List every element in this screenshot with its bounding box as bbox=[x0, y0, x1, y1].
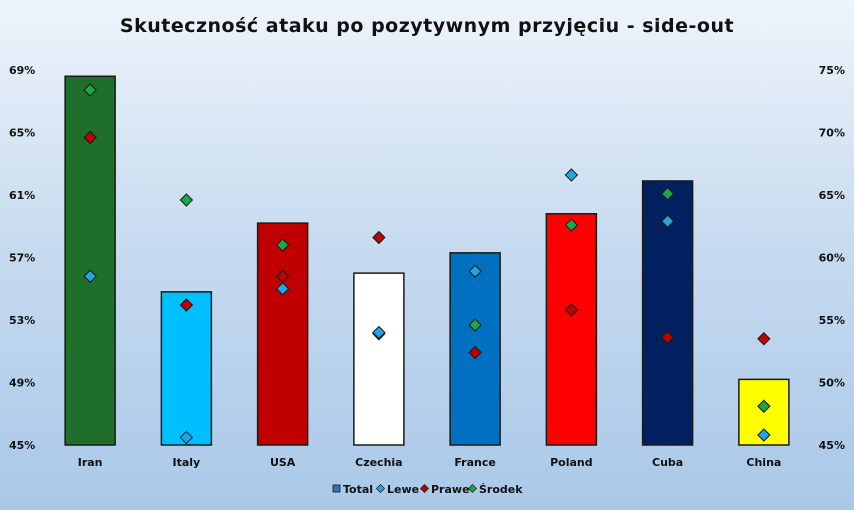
category-label: Iran bbox=[78, 456, 103, 469]
marker-lewe-italy bbox=[179, 430, 194, 445]
marker-prawe-czechia bbox=[372, 230, 386, 245]
marker-prawe-france bbox=[468, 345, 482, 360]
marker-prawe-iran bbox=[83, 130, 97, 145]
legend: Total Lewe Prawe Środek bbox=[332, 483, 523, 496]
marker-lewe-poland bbox=[564, 168, 579, 182]
category-label: Italy bbox=[173, 456, 201, 469]
legend-swatch-środek bbox=[468, 484, 477, 493]
marker-srodek-italy bbox=[179, 193, 194, 207]
marker-lewe-iran bbox=[83, 269, 97, 283]
x-axis: Iran Italy USA Czechia France Poland Cuba China bbox=[78, 456, 782, 469]
left-tick-label: 49% bbox=[9, 377, 35, 390]
left-tick-label: 69% bbox=[9, 64, 35, 77]
marker-lewe-cuba bbox=[660, 214, 675, 228]
marker-srodek-france bbox=[468, 318, 482, 332]
bar-czechia bbox=[353, 272, 405, 446]
chart-title: Skuteczność ataku po pozytywnym przyjęci… bbox=[120, 15, 734, 37]
right-tick-label: 70% bbox=[819, 127, 845, 140]
left-tick-label: 61% bbox=[9, 189, 35, 202]
legend-label: Prawe bbox=[431, 483, 470, 496]
left-axis: 45% 49% 53% 57% 61% 65% 69% bbox=[9, 64, 35, 452]
bar-poland bbox=[545, 213, 598, 446]
left-tick-label: 45% bbox=[9, 439, 35, 452]
right-tick-label: 75% bbox=[819, 64, 845, 77]
marker-srodek-cuba bbox=[660, 187, 675, 201]
right-tick-label: 45% bbox=[819, 439, 845, 452]
right-tick-label: 60% bbox=[819, 252, 845, 265]
marker-lewe-usa bbox=[275, 282, 290, 296]
marker-lewe-france bbox=[468, 264, 482, 278]
marker-prawe-china bbox=[757, 332, 771, 346]
marker-lewe-czechia bbox=[372, 325, 386, 340]
category-label: Poland bbox=[550, 456, 593, 469]
legend-label: Lewe bbox=[387, 483, 419, 496]
right-tick-label: 50% bbox=[819, 377, 845, 390]
category-label: Czechia bbox=[355, 456, 402, 469]
marker-prawe-usa bbox=[275, 269, 290, 283]
legend-label: Środek bbox=[479, 483, 523, 496]
marker-srodek-poland bbox=[564, 218, 579, 232]
legend-swatch-prawe bbox=[420, 484, 429, 493]
bar-italy bbox=[160, 291, 213, 446]
marker-prawe-poland bbox=[564, 303, 579, 317]
marker-srodek-usa bbox=[275, 238, 290, 252]
legend-label: Total bbox=[343, 483, 373, 496]
category-label: USA bbox=[270, 456, 296, 469]
markers-group bbox=[83, 83, 771, 445]
bar-usa bbox=[256, 222, 309, 446]
legend-swatch-lewe bbox=[376, 484, 385, 493]
marker-srodek-china bbox=[757, 399, 771, 413]
right-axis: 45% 50% 55% 60% 65% 70% 75% bbox=[819, 64, 845, 452]
category-label: France bbox=[454, 456, 495, 469]
marker-lewe-china bbox=[757, 428, 771, 442]
marker-srodek-iran bbox=[83, 83, 97, 97]
bars-group bbox=[64, 75, 790, 446]
marker-prawe-italy bbox=[179, 298, 194, 312]
category-label: Cuba bbox=[652, 456, 683, 469]
legend-swatch-total bbox=[332, 484, 341, 493]
left-tick-label: 65% bbox=[9, 127, 35, 140]
right-tick-label: 55% bbox=[819, 314, 845, 327]
category-label: China bbox=[746, 456, 781, 469]
left-tick-label: 57% bbox=[9, 252, 35, 265]
left-tick-label: 53% bbox=[9, 314, 35, 327]
marker-prawe-cuba bbox=[660, 330, 675, 345]
right-tick-label: 65% bbox=[819, 189, 845, 202]
